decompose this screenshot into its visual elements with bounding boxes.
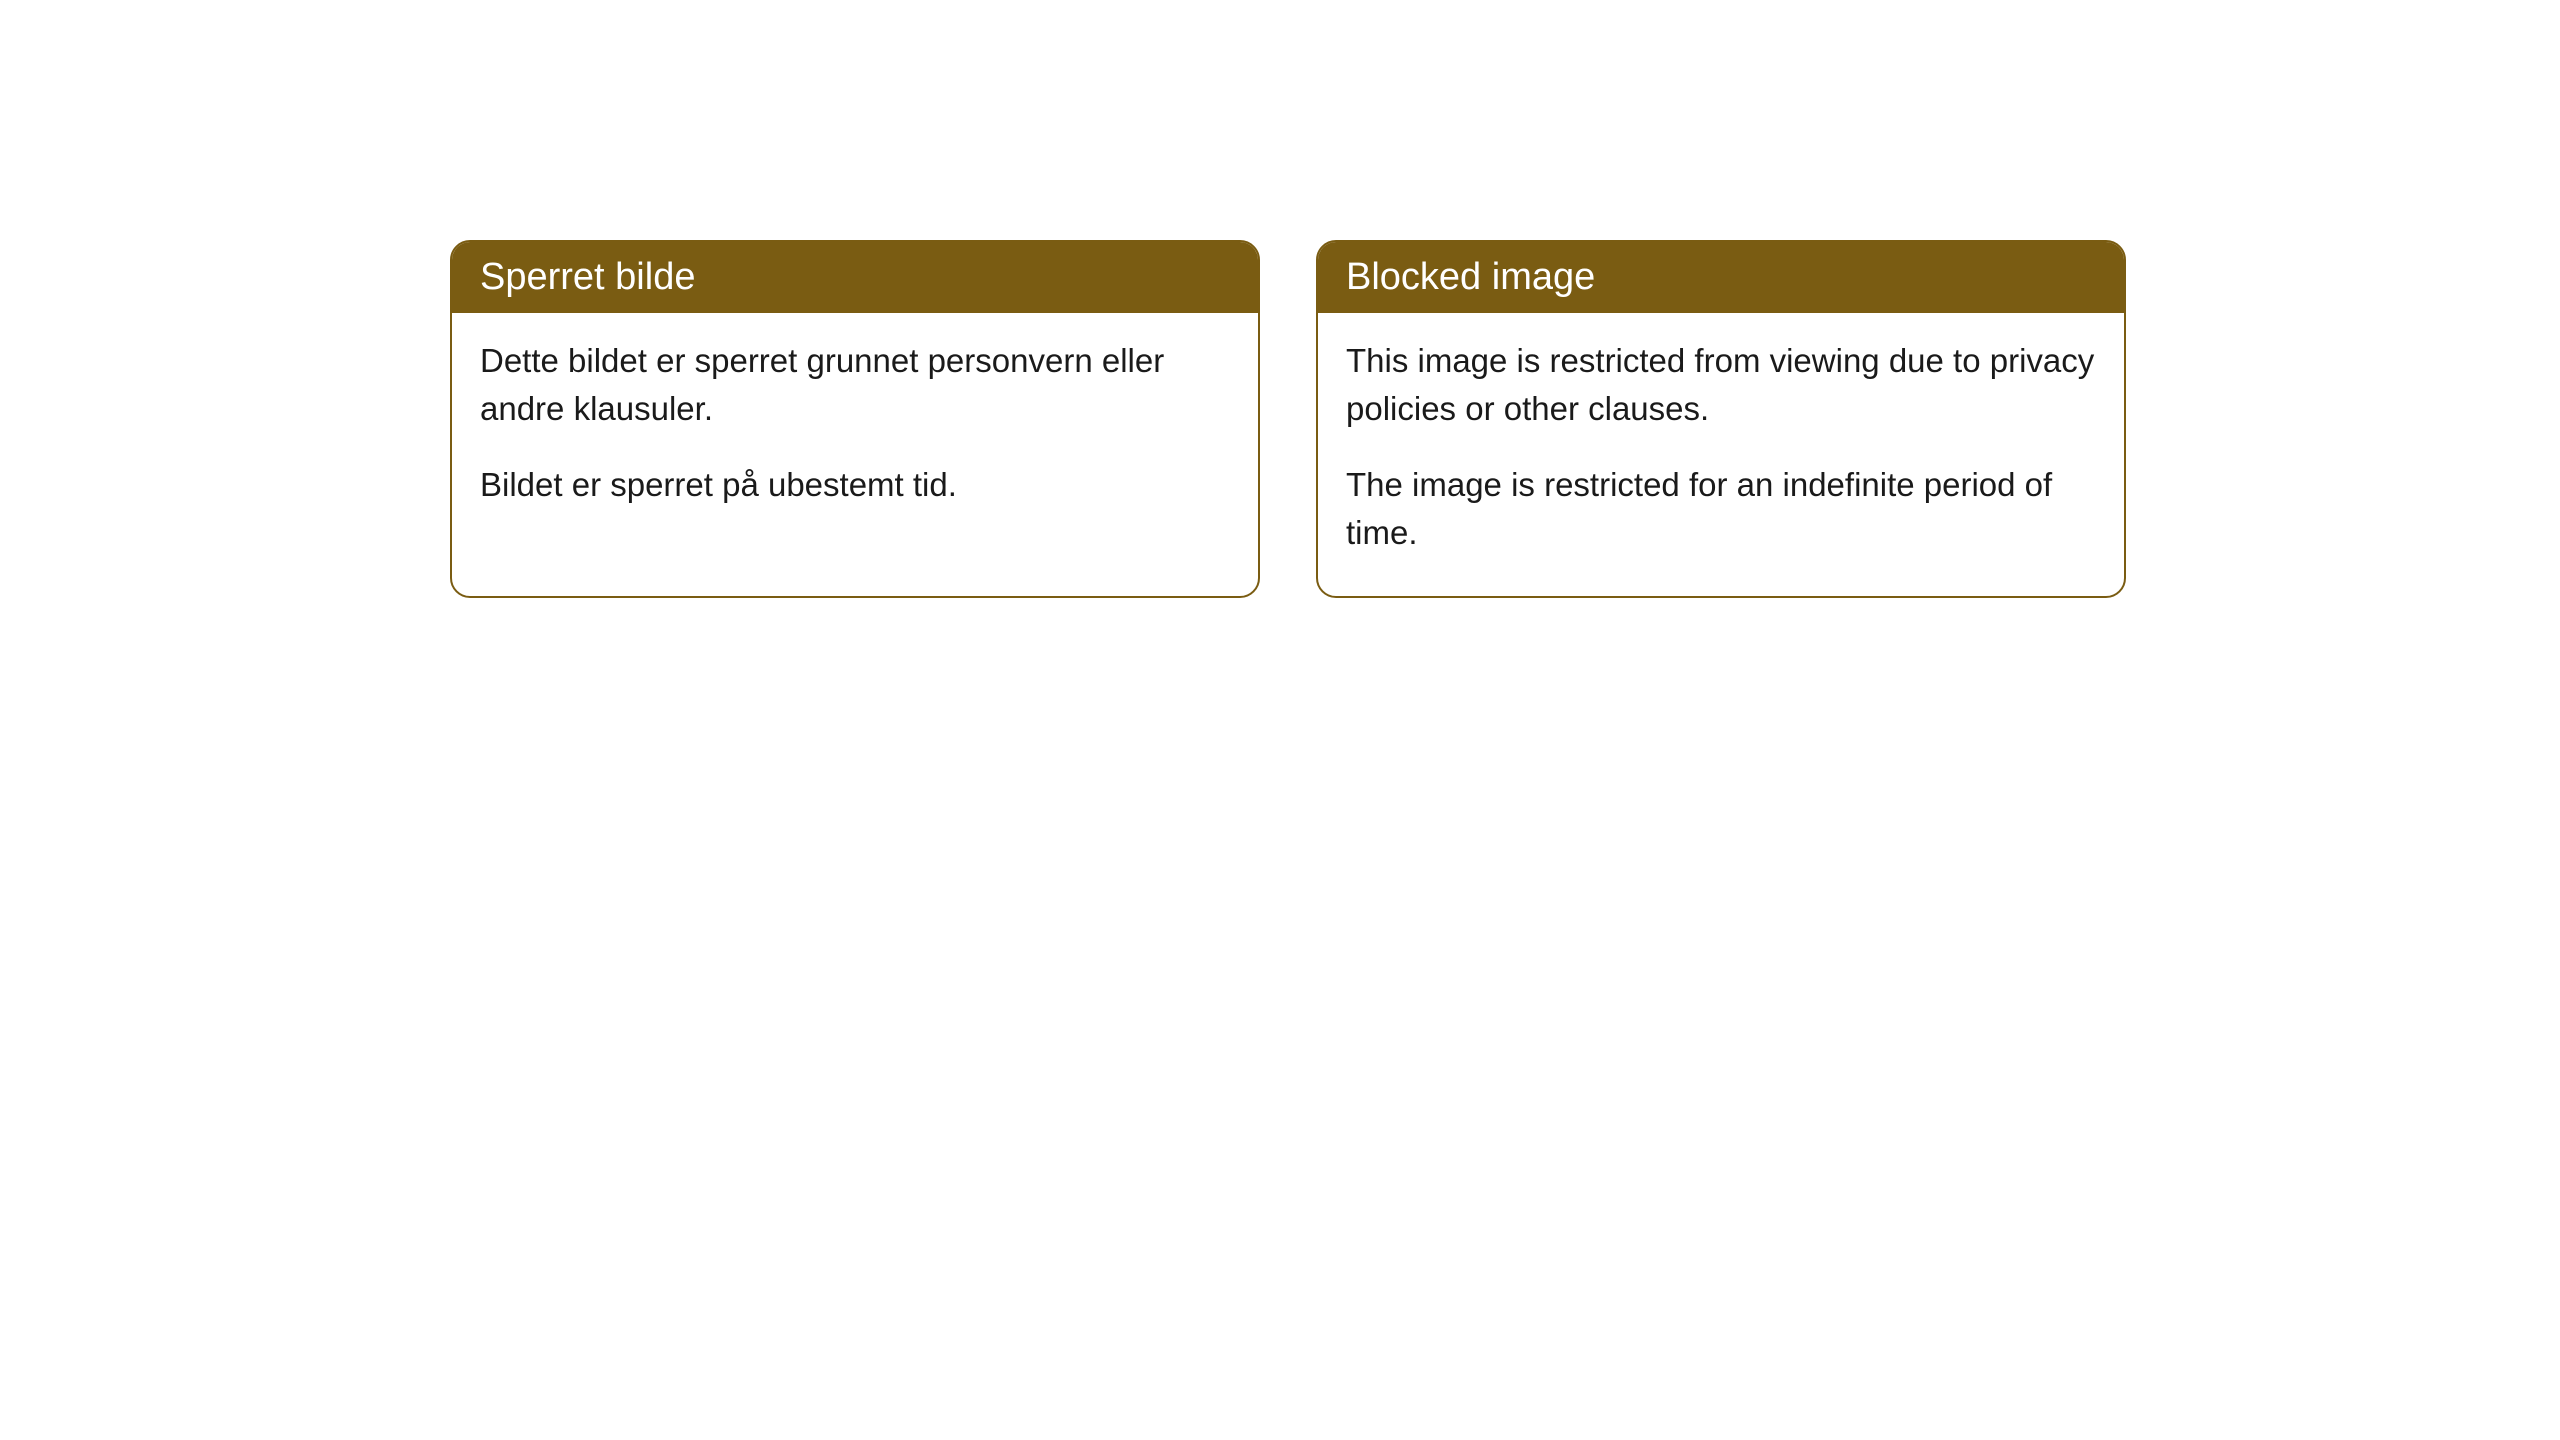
card-title: Blocked image <box>1346 256 1595 298</box>
card-paragraph: Bildet er sperret på ubestemt tid. <box>480 461 1230 509</box>
card-paragraph: This image is restricted from viewing du… <box>1346 337 2096 433</box>
notice-container: Sperret bilde Dette bildet er sperret gr… <box>450 240 2126 598</box>
card-paragraph: The image is restricted for an indefinit… <box>1346 461 2096 557</box>
card-body: Dette bildet er sperret grunnet personve… <box>452 313 1258 549</box>
card-header: Blocked image <box>1318 242 2124 313</box>
card-header: Sperret bilde <box>452 242 1258 313</box>
card-body: This image is restricted from viewing du… <box>1318 313 2124 596</box>
card-title: Sperret bilde <box>480 256 695 298</box>
card-paragraph: Dette bildet er sperret grunnet personve… <box>480 337 1230 433</box>
notice-card-english: Blocked image This image is restricted f… <box>1316 240 2126 598</box>
notice-card-norwegian: Sperret bilde Dette bildet er sperret gr… <box>450 240 1260 598</box>
